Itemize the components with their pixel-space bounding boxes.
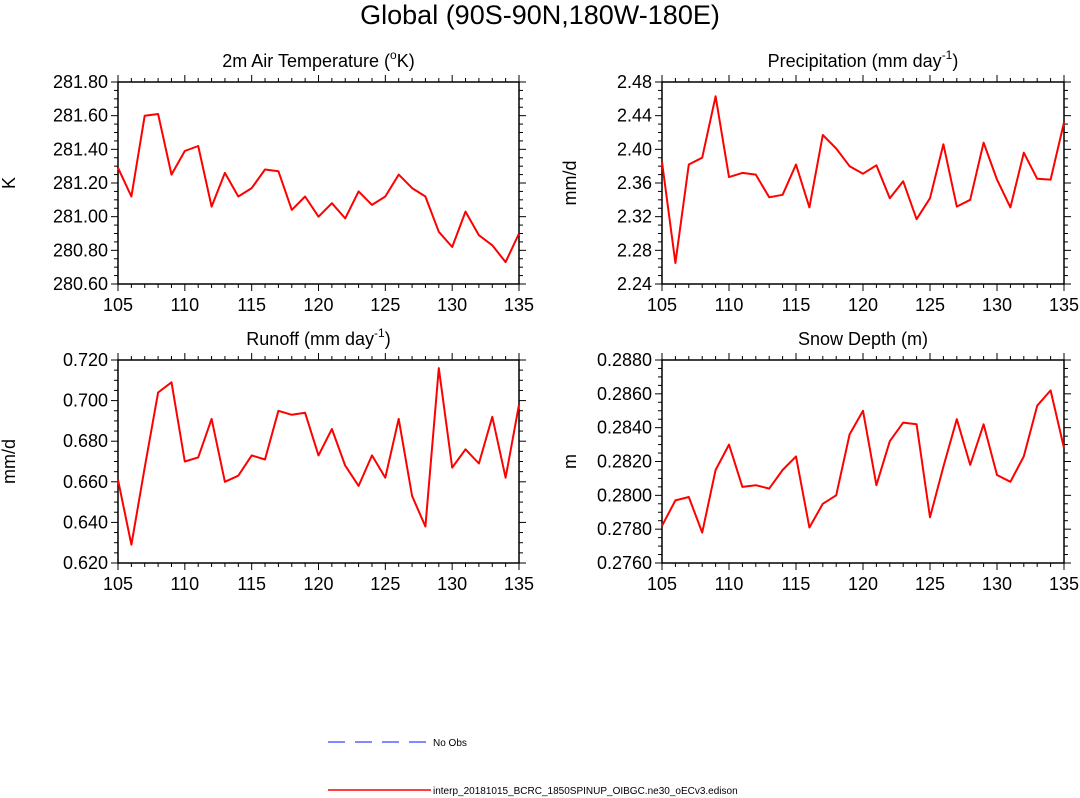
y-tick-label: 2.32 <box>617 207 652 227</box>
y-tick-label: 2.48 <box>617 72 652 92</box>
y-tick-label: 0.2860 <box>597 384 652 404</box>
y-tick-label: 281.60 <box>53 106 108 126</box>
y-tick-label: 0.2840 <box>597 418 652 438</box>
plot-frame <box>661 81 1065 285</box>
x-tick-label: 105 <box>103 574 133 594</box>
plot-frame <box>117 81 520 285</box>
x-tick-label: 120 <box>303 574 333 594</box>
x-tick-label: 135 <box>504 295 534 315</box>
y-tick-label: 2.40 <box>617 139 652 159</box>
x-tick-label: 130 <box>437 295 467 315</box>
panel-4: Snow Depth (m) 105 110 115 120 125 130 135 0.276… <box>560 329 1079 594</box>
y-tick-label: 281.00 <box>53 207 108 227</box>
series-line <box>661 95 1065 264</box>
x-tick-label: 130 <box>982 574 1012 594</box>
y-tick-label: 281.80 <box>53 72 108 92</box>
panel-title: Runoff (mm day-1) <box>246 326 390 349</box>
x-tick-label: 110 <box>715 295 744 315</box>
x-tick-label: 135 <box>1049 295 1079 315</box>
y-tick-label: 2.44 <box>617 106 652 126</box>
x-tick-label: 130 <box>437 574 467 594</box>
legend: No Obs interp_20181015_BCRC_1850SPINUP_O… <box>328 738 738 797</box>
x-tick-label: 110 <box>170 295 199 315</box>
series-line <box>661 389 1065 534</box>
y-tick-label: 280.60 <box>53 274 108 294</box>
y-tick-label: 0.640 <box>63 512 108 532</box>
panel-title: Snow Depth (m) <box>798 329 928 349</box>
panel-title: 2m Air Temperature (oK) <box>222 48 414 71</box>
panel-2: Precipitation (mm day-1) 105 110 115 120 125 1… <box>560 48 1079 315</box>
panel-3: Runoff (mm day-1) 105 110 115 120 125 130 135 0.… <box>0 326 534 594</box>
x-tick-label: 115 <box>782 574 811 594</box>
x-tick-label: 105 <box>647 295 677 315</box>
legend-label-model: interp_20181015_BCRC_1850SPINUP_OIBGC.ne… <box>433 786 738 797</box>
y-tick-label: 0.2820 <box>597 452 652 472</box>
y-tick-label: 0.680 <box>63 431 108 451</box>
x-tick-label: 135 <box>1049 574 1079 594</box>
x-tick-label: 135 <box>504 574 534 594</box>
y-tick-label: 0.2800 <box>597 485 652 505</box>
x-tick-label: 105 <box>103 295 133 315</box>
panel-title: Precipitation (mm day-1) <box>768 48 959 71</box>
y-tick-label: 280.80 <box>53 240 108 260</box>
x-tick-label: 120 <box>848 295 878 315</box>
y-axis-label: K <box>0 177 19 189</box>
x-tick-label: 130 <box>982 295 1012 315</box>
y-tick-label: 2.24 <box>617 274 652 294</box>
series-line <box>117 367 520 546</box>
legend-label-no-obs: No Obs <box>433 738 467 749</box>
y-tick-label: 0.2760 <box>597 553 652 573</box>
panel-1: 2m Air Temperature (oK) 105 110 115 120 125 13… <box>0 48 534 315</box>
x-tick-label: 115 <box>237 574 266 594</box>
y-tick-label: 0.720 <box>63 350 108 370</box>
x-tick-label: 125 <box>370 295 400 315</box>
x-tick-label: 110 <box>715 574 744 594</box>
x-tick-label: 120 <box>303 295 333 315</box>
y-tick-label: 2.36 <box>617 173 652 193</box>
y-tick-label: 0.2780 <box>597 519 652 539</box>
y-tick-label: 0.660 <box>63 472 108 492</box>
y-tick-label: 281.20 <box>53 173 108 193</box>
y-axis-label: m <box>560 454 580 469</box>
y-tick-label: 281.40 <box>53 139 108 159</box>
x-tick-label: 115 <box>237 295 266 315</box>
series-line <box>117 113 520 264</box>
y-axis-label: mm/d <box>0 439 19 484</box>
y-tick-label: 0.700 <box>63 391 108 411</box>
y-axis-label: mm/d <box>560 161 580 206</box>
x-tick-label: 125 <box>370 574 400 594</box>
x-tick-label: 120 <box>848 574 878 594</box>
x-tick-label: 125 <box>915 574 945 594</box>
x-tick-label: 105 <box>647 574 677 594</box>
figure-title: Global (90S-90N,180W-180E) <box>360 0 720 30</box>
y-tick-label: 0.620 <box>63 553 108 573</box>
y-tick-label: 2.28 <box>617 240 652 260</box>
plot-frame <box>117 359 520 564</box>
y-tick-label: 0.2880 <box>597 350 652 370</box>
x-tick-label: 115 <box>782 295 811 315</box>
x-tick-label: 110 <box>170 574 199 594</box>
plot-frame <box>661 359 1065 564</box>
x-tick-label: 125 <box>915 295 945 315</box>
